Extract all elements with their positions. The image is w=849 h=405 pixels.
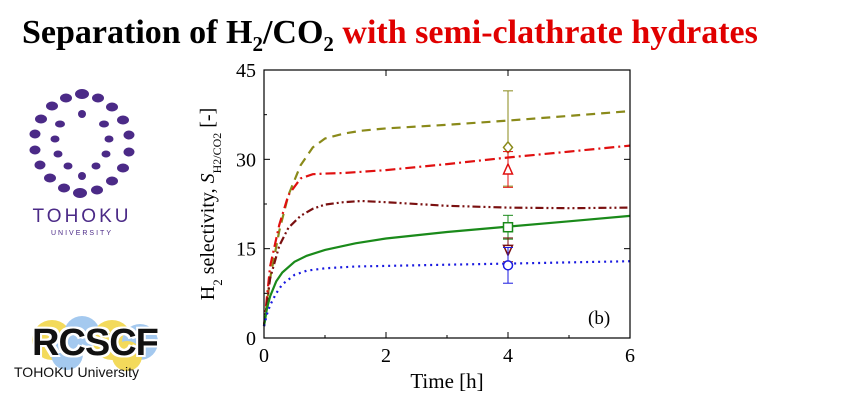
y-tick-label: 45 — [236, 60, 256, 82]
x-axis-label: Time [h] — [410, 369, 483, 393]
x-tick-label: 0 — [259, 345, 269, 367]
y-label-s: S — [197, 173, 219, 183]
rcscf-cloud-icon — [32, 316, 158, 371]
marker-triangle-up-red — [502, 162, 514, 175]
title-text-black: Separation of H — [22, 14, 253, 51]
y-tick-label: 15 — [236, 239, 256, 261]
series-line-green — [262, 214, 631, 327]
series-line-red — [262, 144, 631, 327]
title-text-red: with semi-clathrate hydrates — [333, 14, 758, 51]
tohoku-university-subtext: UNIVERSITY — [50, 230, 113, 237]
title-subscript-h2: 2 — [252, 31, 263, 56]
rcscf-logo: RCSCF TOHOKU University — [12, 312, 182, 392]
x-tick-label: 4 — [503, 345, 513, 367]
y-tick-label: 0 — [246, 328, 256, 350]
y-label-h: H — [197, 286, 219, 300]
y-label-unit: [-] — [197, 108, 219, 133]
tohoku-emblem-icon — [29, 89, 135, 198]
plot-frame — [263, 69, 631, 339]
panel-label: (b) — [588, 308, 610, 329]
title-subscript-co2: 2 — [323, 31, 334, 56]
page-title: Separation of H2/CO2 with semi-clathrate… — [22, 14, 758, 57]
y-label-h-sub: 2 — [210, 279, 225, 286]
tohoku-wordmark: TOHOKU — [32, 206, 132, 227]
marker-circle-blue — [502, 260, 514, 271]
chart-points — [502, 90, 514, 284]
tohoku-university-logo: TOHOKU UNIVERSITY — [22, 84, 142, 254]
rcscf-wordmark: RCSCF — [32, 322, 159, 364]
x-tick-label: 6 — [625, 345, 635, 367]
series-line-olive — [262, 110, 631, 327]
y-axis-label: H2 selectivity, SH2/CO2 [-] — [197, 108, 225, 301]
marker-square-green — [502, 221, 514, 233]
chart-ticks: 0 2 4 6 0 15 30 45 — [236, 60, 635, 367]
y-tick-label: 30 — [236, 149, 256, 171]
y-label-s-sub: H2/CO2 — [210, 133, 224, 174]
series-line-darkred — [262, 199, 631, 327]
title-text-co: /CO — [262, 14, 324, 51]
rcscf-subtext: TOHOKU University — [14, 364, 139, 380]
x-tick-label: 2 — [381, 345, 391, 367]
y-label-mid: selectivity, — [197, 183, 219, 279]
chart-series — [262, 110, 631, 327]
series-line-blue — [262, 260, 631, 327]
